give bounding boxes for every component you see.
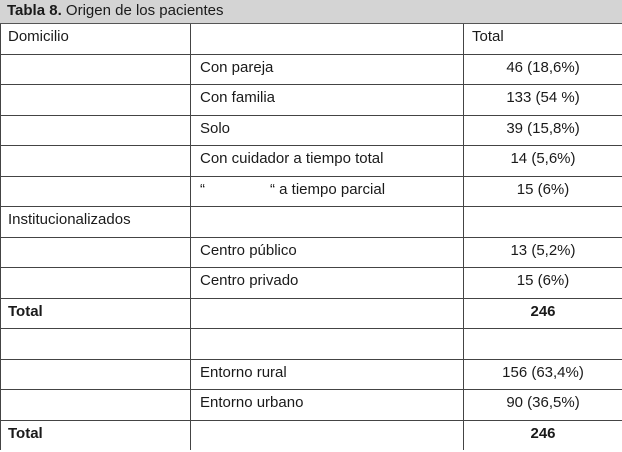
table-header-row: Domicilio Total [0, 24, 622, 55]
table-row [0, 328, 622, 360]
table-row: Solo 39 (15,8%) [0, 115, 622, 146]
table-total-row: Total 246 [0, 420, 622, 450]
row-value: 46 (18,6%) [463, 54, 622, 85]
table-number: Tabla 8. [7, 2, 62, 19]
row-value: 15 (6%) [463, 267, 622, 299]
table-row: Centro privado 15 (6%) [0, 267, 622, 299]
table-title: Origen de los pacientes [61, 2, 224, 19]
row-value: 39 (15,8%) [463, 115, 622, 146]
header-total: Total [463, 24, 622, 55]
table-row: Entorno urbano 90 (36,5%) [0, 389, 622, 421]
row-label: Solo [190, 115, 464, 146]
table-total-row: Total 246 [0, 298, 622, 329]
row-value: 133 (54 %) [463, 84, 622, 116]
total-value: 246 [463, 420, 622, 450]
row-value: 90 (36,5%) [463, 389, 622, 421]
table-row: Entorno rural 156 (63,4%) [0, 359, 622, 390]
patient-origin-table: Domicilio Total Con pareja 46 (18,6%) Co… [0, 24, 622, 450]
table-caption: Tabla 8. Origen de los pacientes [0, 0, 622, 24]
row-label: Entorno rural [190, 359, 464, 390]
row-label: Con cuidador a tiempo total [190, 145, 464, 177]
total-label: Total [0, 420, 191, 450]
table-row: Con pareja 46 (18,6%) [0, 54, 622, 85]
row-value: 14 (5,6%) [463, 145, 622, 177]
row-label: ““ a tiempo parcial [190, 176, 464, 207]
row-value: 13 (5,2%) [463, 237, 622, 268]
row-label: Con pareja [190, 54, 464, 85]
table-row: ““ a tiempo parcial 15 (6%) [0, 176, 622, 207]
row-label: Con familia [190, 84, 464, 116]
total-value: 246 [463, 298, 622, 329]
row-group-label: Institucionalizados [0, 206, 191, 238]
row-value: 15 (6%) [463, 176, 622, 207]
table-row: Con cuidador a tiempo total 14 (5,6%) [0, 145, 622, 177]
table-row: Centro público 13 (5,2%) [0, 237, 622, 268]
table-row: Institucionalizados [0, 206, 622, 238]
header-domicilio: Domicilio [0, 24, 191, 55]
table-row: Con familia 133 (54 %) [0, 84, 622, 116]
total-label: Total [0, 298, 191, 329]
row-label: Entorno urbano [190, 389, 464, 421]
row-label: Centro privado [190, 267, 464, 299]
row-label: Centro público [190, 237, 464, 268]
header-empty [190, 24, 464, 55]
row-value: 156 (63,4%) [463, 359, 622, 390]
ditto-label: ““ a tiempo parcial [200, 180, 386, 198]
